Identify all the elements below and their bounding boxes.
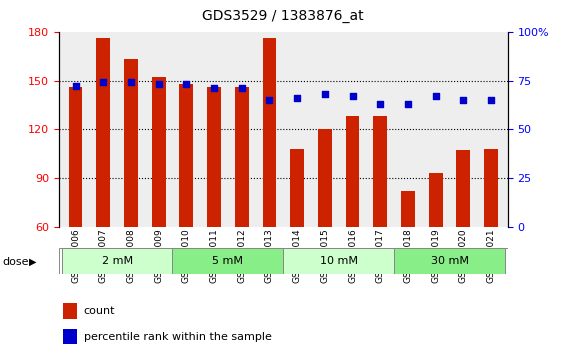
Bar [96,38,110,227]
Text: 30 mM: 30 mM [430,256,468,266]
Bar [401,191,415,227]
Bar [290,149,304,227]
Bar [62,248,172,274]
Bar [151,77,165,227]
Bar [373,116,387,227]
Bar [318,129,332,227]
Point [126,80,135,85]
Point [348,93,357,99]
Point [403,101,412,107]
Point [376,101,385,107]
Bar [63,329,77,344]
Point [431,93,440,99]
Point [320,91,329,97]
Text: GDS3529 / 1383876_at: GDS3529 / 1383876_at [203,9,364,23]
Bar [172,248,283,274]
Text: 5 mM: 5 mM [213,256,243,266]
Bar [63,303,77,319]
Bar [457,150,470,227]
Bar [429,173,443,227]
Text: 10 mM: 10 mM [320,256,358,266]
Text: 2 mM: 2 mM [102,256,132,266]
Bar [394,248,505,274]
Bar [346,116,360,227]
Bar [235,87,249,227]
Bar [68,87,82,227]
Bar [207,87,221,227]
Point [237,85,246,91]
Text: ▶: ▶ [29,257,36,267]
Bar [180,84,194,227]
Point [99,80,108,85]
Point [154,81,163,87]
Bar [484,149,498,227]
Text: dose: dose [3,257,29,267]
Point [182,81,191,87]
Point [293,95,302,101]
Point [210,85,219,91]
Text: percentile rank within the sample: percentile rank within the sample [84,332,272,342]
Point [265,97,274,103]
Bar [263,38,277,227]
Bar [124,59,138,227]
Point [459,97,468,103]
Text: count: count [84,306,115,316]
Point [71,84,80,89]
Point [486,97,495,103]
Bar [283,248,394,274]
